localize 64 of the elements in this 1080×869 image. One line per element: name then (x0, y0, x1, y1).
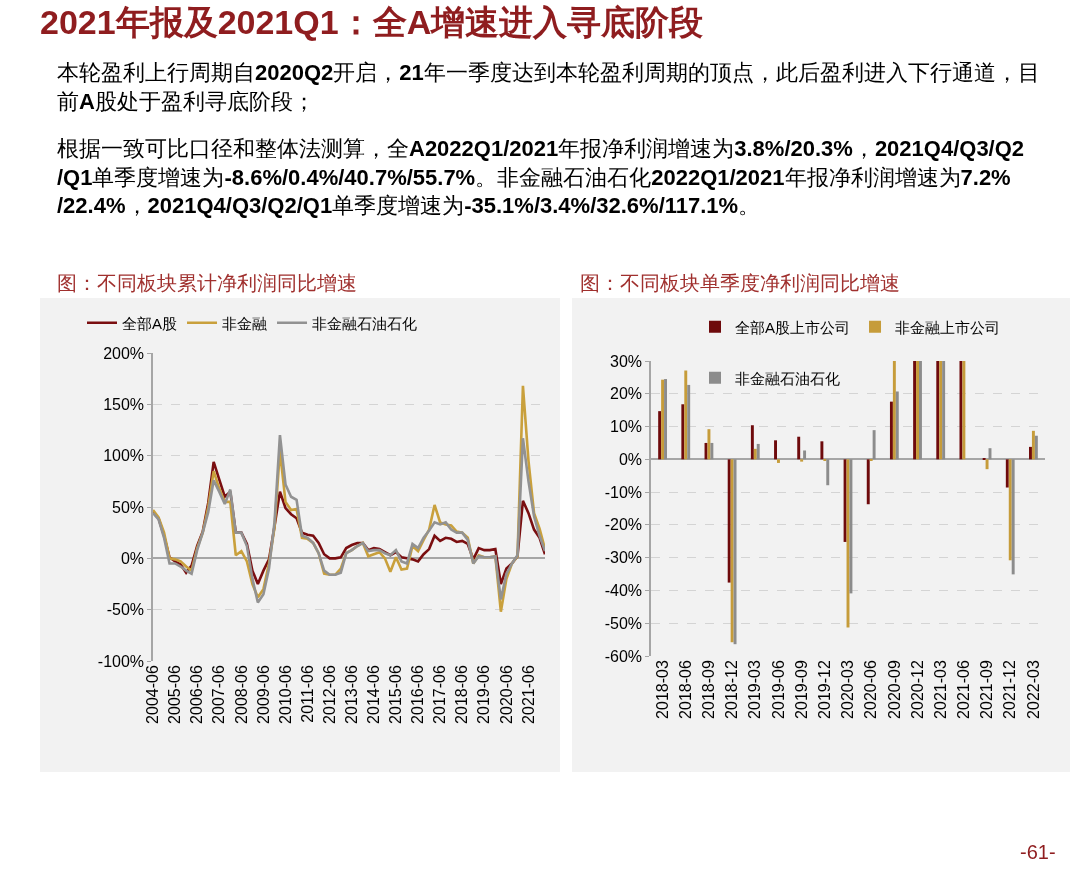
chart-title: 图：不同板块累计净利润同比增速 (57, 272, 357, 294)
legend-label: 非金融 (222, 314, 268, 332)
x-tick-label: 2020-03 (839, 660, 857, 719)
x-tick-label: 2017-06 (431, 665, 449, 724)
x-tick-label: 2021-12 (1001, 660, 1019, 719)
y-tick-label: -30% (604, 549, 643, 567)
y-tick-label: -100% (97, 652, 145, 670)
y-tick-label: 200% (103, 344, 145, 362)
x-tick-label: 2022-03 (1024, 660, 1042, 719)
x-tick-label: 2020-12 (908, 660, 926, 719)
x-tick-label: 2019-06 (475, 665, 493, 724)
x-tick-label: 2012-06 (320, 665, 338, 724)
x-tick-label: 2008-06 (232, 665, 250, 724)
x-tick-label: 2004-06 (144, 665, 162, 724)
x-tick-label: 2006-06 (188, 665, 206, 724)
x-tick-label: 2013-06 (342, 665, 360, 724)
y-tick-label: 10% (610, 418, 643, 436)
x-tick-label: 2016-06 (409, 665, 427, 724)
x-tick-label: 2021-06 (955, 660, 973, 719)
y-tick-label: -50% (604, 614, 643, 632)
y-tick-label: -50% (106, 601, 145, 619)
x-tick-label: 2020-09 (885, 660, 903, 719)
x-tick-label: 2020-06 (862, 660, 880, 719)
x-tick-label: 2018-09 (700, 660, 718, 719)
text: 本轮盈利上行周期自2020Q2开启，21年一季度达到本轮盈利周期的顶点，此后盈利进入下行通道，目前A股处于盈利寻底阶段； (57, 60, 1040, 114)
legend-label: 非金融上市公司 (895, 318, 1001, 336)
x-tick-label: 2018-03 (653, 660, 671, 719)
y-tick-label: -40% (604, 582, 643, 600)
text: 2021年报及2021Q1：全A增速进入寻底阶段 (40, 3, 704, 41)
x-tick-label: 2019-12 (816, 660, 834, 719)
legend-label: 全部A股上市公司 (735, 318, 851, 336)
x-tick-label: 2021-09 (978, 660, 996, 719)
x-tick-label: 2019-06 (769, 660, 787, 719)
text: 根据一致可比口径和整体法测算，全A2022Q1/2021年报净利润增速为3.8%/20.3%，2021Q4/Q3/Q2/Q1单季度增速为-8.6%/0.4%/40.7%/55.7%。非金融石油石化2022Q1/2021年报净利润增速为7.2%/22.4%，2021Q4/Q3/Q2/Q1单季度增速为-35.1%/3.4%/32.6%/117.1%。 (57, 136, 1025, 219)
legend-label: 全部A股 (122, 314, 178, 332)
x-tick-label: 2005-06 (166, 665, 184, 724)
legend-label: 非金融石油石化 (735, 369, 840, 387)
y-tick-label: 100% (103, 447, 145, 465)
text: -61- (1020, 841, 1056, 863)
y-tick-label: 30% (610, 352, 643, 370)
y-tick-label: -10% (604, 483, 643, 501)
chart-title: 图：不同板块单季度净利润同比增速 (580, 272, 900, 294)
x-tick-label: 2010-06 (276, 665, 294, 724)
x-tick-label: 2020-06 (497, 665, 515, 724)
x-tick-label: 2011-06 (298, 665, 316, 723)
x-tick-label: 2007-06 (210, 665, 228, 724)
x-tick-label: 2018-06 (676, 660, 694, 719)
x-tick-label: 2015-06 (387, 665, 405, 724)
x-tick-label: 2009-06 (254, 665, 272, 724)
x-tick-label: 2014-06 (365, 665, 383, 724)
y-tick-label: 0% (120, 549, 145, 567)
x-tick-label: 2019-03 (746, 660, 764, 719)
y-tick-label: 50% (112, 498, 145, 516)
y-tick-label: 20% (610, 385, 643, 403)
x-tick-label: 2021-03 (931, 660, 949, 719)
x-tick-label: 2021-06 (519, 665, 537, 724)
y-tick-label: -20% (604, 516, 643, 534)
y-tick-label: 0% (618, 450, 643, 468)
x-tick-label: 2018-12 (723, 660, 741, 719)
y-tick-label: -60% (604, 647, 643, 665)
legend-label: 非金融石油石化 (312, 314, 418, 332)
y-tick-label: 150% (103, 395, 145, 413)
x-tick-label: 2018-06 (453, 665, 471, 724)
x-tick-label: 2019-09 (792, 660, 810, 719)
